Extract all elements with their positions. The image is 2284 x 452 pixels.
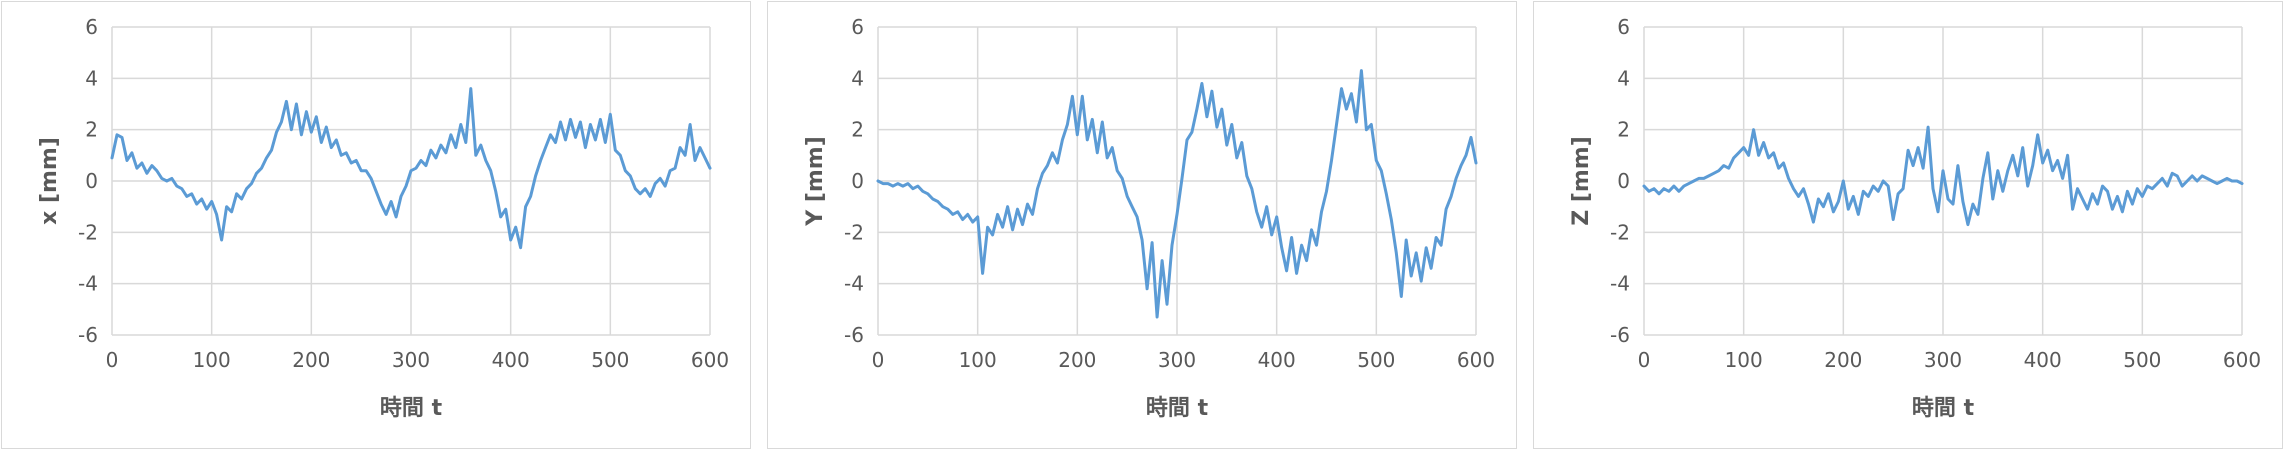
y-tick-label: -4: [78, 272, 98, 296]
x-tick-label: 400: [1258, 348, 1296, 372]
y-tick-label: 2: [85, 118, 98, 142]
y-axis-title: x [mm]: [37, 137, 62, 225]
x-tick-label: 200: [1058, 348, 1096, 372]
x-tick-label: 500: [1357, 348, 1395, 372]
y-axis-title: Y [mm]: [803, 136, 828, 227]
x-tick-label: 0: [1638, 348, 1651, 372]
chart-panel-x: -6 -4 -2 0 2 4 6 0 100 200 300 400 500 600 時間 t x [mm]: [1, 1, 751, 449]
series-line-y: [876, 69, 1478, 319]
x-tick-label: 300: [392, 348, 430, 372]
y-tick-label: 0: [1617, 169, 1630, 193]
y-tick-label: 4: [85, 66, 98, 90]
y-tick-label: -6: [1610, 323, 1630, 347]
x-axis-title: 時間 t: [380, 396, 443, 421]
y-tick-label: 6: [851, 15, 864, 39]
y-tick-label: 6: [85, 15, 98, 39]
x-tick-label: 500: [2123, 348, 2161, 372]
y-tick-label: 2: [851, 118, 864, 142]
x-tick-label: 600: [1457, 348, 1495, 372]
x-tick-label: 500: [591, 348, 629, 372]
x-tick-label: 600: [2223, 348, 2261, 372]
series-line-z: [1642, 125, 2244, 227]
y-tick-label: 6: [1617, 15, 1630, 39]
y-tick-label: -4: [844, 272, 864, 296]
y-tick-label: -4: [1610, 272, 1630, 296]
chart-z-svg: -6 -4 -2 0 2 4 6 0 100 200 300 400 500 600 時間 t Z [mm]: [1569, 15, 2261, 421]
y-tick-label: -2: [844, 220, 864, 244]
x-axis-title: 時間 t: [1912, 396, 1975, 421]
x-tick-label: 300: [1158, 348, 1196, 372]
y-tick-label: -6: [844, 323, 864, 347]
x-tick-label: 400: [2024, 348, 2062, 372]
x-tick-label: 0: [872, 348, 885, 372]
x-tick-label: 300: [1924, 348, 1962, 372]
chart-y-svg: -6 -4 -2 0 2 4 6 0 100 200 300 400 500 600 時間 t Y [mm]: [803, 15, 1495, 421]
x-tick-label: 200: [292, 348, 330, 372]
y-tick-label: -2: [1610, 220, 1630, 244]
y-tick-label: 0: [851, 169, 864, 193]
y-tick-label: 0: [85, 169, 98, 193]
y-tick-label: 2: [1617, 118, 1630, 142]
y-axis-title: Z [mm]: [1569, 136, 1594, 226]
x-tick-label: 100: [959, 348, 997, 372]
x-tick-label: 100: [1725, 348, 1763, 372]
x-tick-label: 200: [1824, 348, 1862, 372]
chart-x-svg: -6 -4 -2 0 2 4 6 0 100 200 300 400 500 600 時間 t x [mm]: [37, 15, 729, 421]
y-tick-label: 4: [851, 66, 864, 90]
series-line-x: [110, 87, 712, 250]
x-axis-title: 時間 t: [1146, 396, 1209, 421]
chart-panel-z: -6 -4 -2 0 2 4 6 0 100 200 300 400 500 600 時間 t Z [mm]: [1533, 1, 2283, 449]
y-tick-label: 4: [1617, 66, 1630, 90]
x-tick-label: 400: [492, 348, 530, 372]
y-tick-label: -2: [78, 220, 98, 244]
x-tick-label: 600: [691, 348, 729, 372]
x-tick-label: 100: [193, 348, 231, 372]
x-tick-label: 0: [106, 348, 119, 372]
chart-panel-y: -6 -4 -2 0 2 4 6 0 100 200 300 400 500 600 時間 t Y [mm]: [767, 1, 1517, 449]
y-tick-label: -6: [78, 323, 98, 347]
